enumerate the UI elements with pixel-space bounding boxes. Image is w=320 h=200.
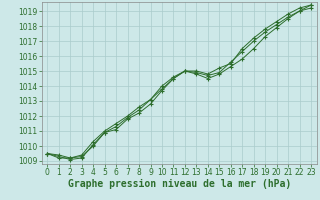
X-axis label: Graphe pression niveau de la mer (hPa): Graphe pression niveau de la mer (hPa) bbox=[68, 179, 291, 189]
